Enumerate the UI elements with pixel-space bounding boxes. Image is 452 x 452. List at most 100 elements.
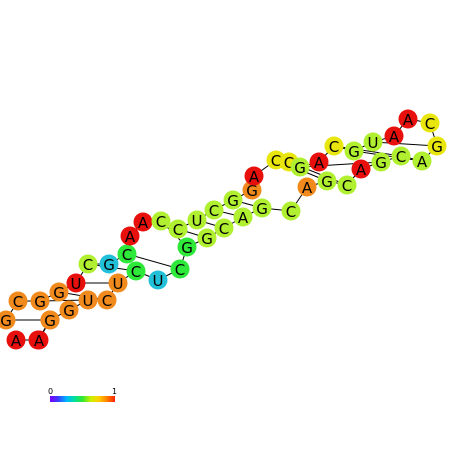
nucleotide-letter: G xyxy=(294,159,306,177)
nucleotide-circle xyxy=(391,146,411,166)
nucleotide-letter: A xyxy=(314,154,325,172)
nucleotide-circle xyxy=(297,177,317,197)
color-scale-bar xyxy=(50,396,115,402)
nucleotide-letter: U xyxy=(153,272,164,290)
nucleotide: C xyxy=(204,200,224,220)
nucleotide-circle xyxy=(170,259,190,279)
nucleotide: A xyxy=(351,159,371,179)
nucleotide-circle xyxy=(6,330,26,350)
nucleotide: G xyxy=(242,180,262,200)
nucleotide-letter: C xyxy=(219,220,229,238)
nucleotide-circle xyxy=(187,210,207,230)
nucleotide-letter: G xyxy=(348,143,360,161)
nucleotide-circle xyxy=(420,113,440,133)
nucleotide-circle xyxy=(363,132,383,152)
nucleotide-circle xyxy=(281,201,301,221)
nucleotide-letter: C xyxy=(13,293,23,311)
nucleotide-letter: U xyxy=(113,275,124,293)
nucleotide-circle xyxy=(351,159,371,179)
nucleotide-letter: A xyxy=(302,179,313,197)
nucleotide-letter: A xyxy=(34,332,45,350)
nucleotide: A xyxy=(384,126,404,146)
base-pair-line xyxy=(372,141,438,147)
nucleotide-circle xyxy=(78,254,98,274)
nucleotide-circle xyxy=(49,282,69,302)
nucleotide: G xyxy=(40,310,60,330)
nucleotide-circle xyxy=(108,273,128,293)
nucleotide-circle xyxy=(177,237,197,257)
nucleotide-letter: C xyxy=(83,256,93,274)
nucleotide-letter: A xyxy=(356,161,367,179)
nucleotide-letter: G xyxy=(103,256,115,274)
nucleotide-letter: C xyxy=(271,152,281,170)
nucleotide: C xyxy=(281,201,301,221)
nucleotide-circle xyxy=(59,300,79,320)
nucleotide-circle xyxy=(8,291,28,311)
nucleotide-circle xyxy=(66,273,86,293)
nucleotide: G xyxy=(371,152,391,172)
nucleotide-circle xyxy=(223,190,243,210)
nucleotide-letter: G xyxy=(0,312,12,330)
nucleotide-letter: A xyxy=(138,214,149,232)
nucleotide: G xyxy=(223,190,243,210)
nucleotide: G xyxy=(197,228,217,248)
nucleotide: A xyxy=(29,330,49,350)
nucleotide: G xyxy=(30,291,50,311)
nucleotide: A xyxy=(398,109,418,129)
nucleotide-letter: C xyxy=(342,177,352,195)
nucleotide-circle xyxy=(427,136,447,156)
scale-max-label: 1 xyxy=(112,387,117,396)
nucleotide: U xyxy=(148,270,168,290)
nucleotide-circle xyxy=(197,228,217,248)
nucleotide-circle xyxy=(99,254,119,274)
nucleotide-letter: C xyxy=(425,115,435,133)
nucleotide-letter: U xyxy=(368,134,379,152)
nucleotide-letter: C xyxy=(122,246,132,264)
nucleotide-circle xyxy=(324,136,344,156)
nucleotide: A xyxy=(233,207,253,227)
nucleotide-circle xyxy=(117,244,137,264)
nucleotide-letter: G xyxy=(431,138,443,156)
nucleotide: C xyxy=(117,244,137,264)
nucleotide-letter: A xyxy=(389,128,400,146)
nucleotide-letter: C xyxy=(102,292,112,310)
nucleotide-circle xyxy=(233,207,253,227)
nucleotide-letter: C xyxy=(156,213,166,231)
nucleotide: G xyxy=(59,300,79,320)
nucleotide-circle xyxy=(384,126,404,146)
nucleotide-letter: G xyxy=(181,239,193,257)
nucleotide: U xyxy=(108,273,128,293)
nucleotide: C xyxy=(168,219,188,239)
nucleotide-circle xyxy=(371,152,391,172)
nucleotide-letter: G xyxy=(44,312,56,330)
nucleotide-circle xyxy=(344,141,364,161)
nucleotide-letter: C xyxy=(286,203,296,221)
nucleotide-circle xyxy=(317,171,337,191)
nucleotide-letter: C xyxy=(175,261,185,279)
nucleotide-circle xyxy=(151,211,171,231)
nucleotide-letter: C xyxy=(131,263,141,281)
nucleotide-letter: A xyxy=(249,168,260,186)
nucleotide-circle xyxy=(290,157,310,177)
nucleotide: C xyxy=(97,290,117,310)
nucleotide-letter: C xyxy=(209,202,219,220)
nucleotide: C xyxy=(126,261,146,281)
nucleotide-letter: G xyxy=(256,200,268,218)
nucleotide-circle xyxy=(309,152,329,172)
nucleotide-letter: G xyxy=(63,302,75,320)
nucleotide-circle xyxy=(148,270,168,290)
nucleotide: G xyxy=(290,157,310,177)
nucleotide: C xyxy=(170,259,190,279)
nucleotide-circle xyxy=(204,200,224,220)
nucleotide-letter: C xyxy=(396,148,406,166)
nucleotide-circle xyxy=(120,226,140,246)
nucleotide-circle xyxy=(126,261,146,281)
nucleotide-letter: A xyxy=(238,209,249,227)
nucleotide: A xyxy=(412,151,432,171)
nucleotide: G xyxy=(252,198,272,218)
nucleotide: A xyxy=(297,177,317,197)
nucleotide-letter: G xyxy=(201,230,213,248)
nucleotide-circle xyxy=(412,151,432,171)
nucleotide: A xyxy=(120,226,140,246)
